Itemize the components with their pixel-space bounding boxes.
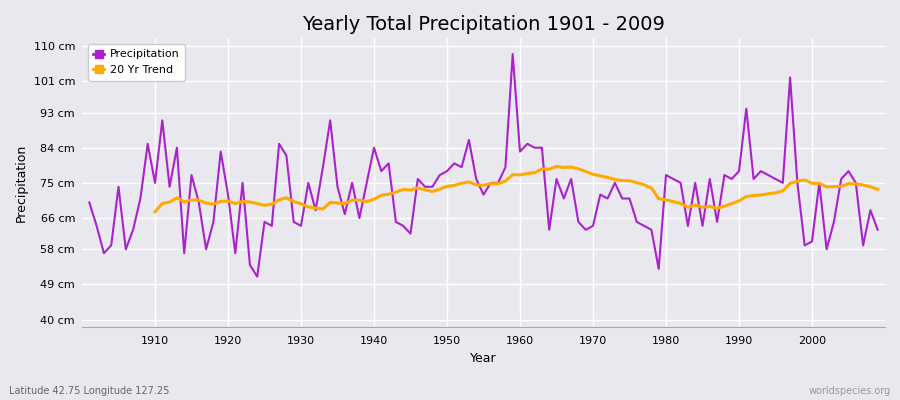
- Precipitation: [522, 142, 533, 146]
- Precipitation: [872, 227, 883, 232]
- Line: Precipitation: Precipitation: [89, 54, 878, 277]
- Precipitation: [508, 52, 518, 56]
- Text: Latitude 42.75 Longitude 127.25: Latitude 42.75 Longitude 127.25: [9, 386, 169, 396]
- Precipitation: [529, 145, 540, 150]
- Y-axis label: Precipitation: Precipitation: [15, 144, 28, 222]
- Precipitation: [310, 208, 321, 213]
- 20 Yr Trend: [872, 187, 883, 192]
- 20 Yr Trend: [508, 172, 518, 177]
- 20 Yr Trend: [515, 172, 526, 177]
- Precipitation: [252, 274, 263, 279]
- X-axis label: Year: Year: [470, 352, 497, 365]
- 20 Yr Trend: [346, 198, 357, 203]
- Precipitation: [84, 200, 94, 205]
- 20 Yr Trend: [602, 175, 613, 180]
- Precipitation: [616, 196, 627, 201]
- Title: Yearly Total Precipitation 1901 - 2009: Yearly Total Precipitation 1901 - 2009: [302, 15, 665, 34]
- Line: 20 Yr Trend: 20 Yr Trend: [155, 166, 877, 212]
- Precipitation: [354, 216, 364, 220]
- Precipitation: [142, 142, 153, 146]
- 20 Yr Trend: [303, 204, 314, 209]
- Legend: Precipitation, 20 Yr Trend: Precipitation, 20 Yr Trend: [87, 44, 185, 80]
- Text: worldspecies.org: worldspecies.org: [809, 386, 891, 396]
